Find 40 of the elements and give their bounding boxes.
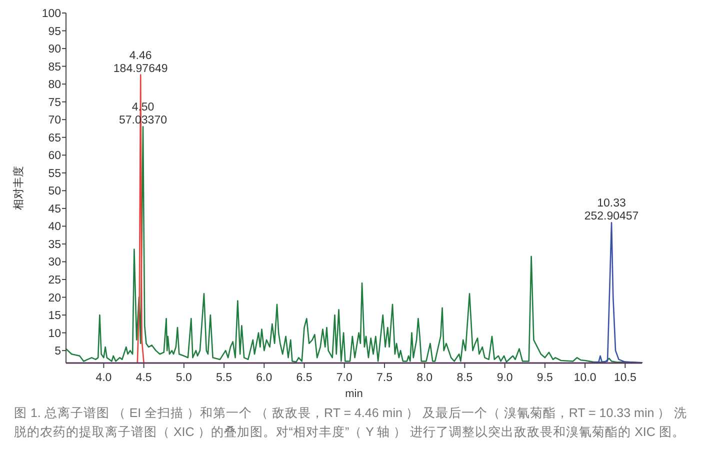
x-tick-label: 8.5: [456, 372, 473, 384]
y-tick-label: 90: [48, 44, 61, 56]
y-tick-label: 5: [54, 346, 61, 358]
y-tick-label: 75: [48, 96, 61, 109]
annotation: 4.46 184.97649: [113, 50, 168, 75]
x-tick-label: 6.5: [296, 372, 312, 384]
x-tick-label: 9.5: [536, 372, 553, 384]
x-tick-label: 5.0: [176, 372, 192, 384]
x-tick-label: 8.0: [416, 372, 433, 384]
x-tick-label: 10.0: [574, 372, 596, 384]
y-tick-label: 20: [48, 292, 61, 304]
y-tick-label: 50: [48, 186, 61, 198]
y-tick-label: 45: [48, 203, 61, 216]
y-tick-label: 15: [48, 310, 61, 322]
y-tick-label: 70: [48, 114, 61, 127]
x-tick-label: 4.5: [136, 372, 152, 384]
y-axis-title: 相对丰度: [12, 166, 25, 210]
x-axis-title: min: [345, 388, 363, 400]
x-tick-label: 10.5: [614, 372, 636, 384]
y-tick-label: 95: [48, 26, 61, 38]
x-tick-label: 5.5: [216, 372, 232, 384]
y-tick-label: 35: [48, 238, 61, 251]
y-tick-label: 100: [42, 8, 61, 20]
y-tick-label: 40: [48, 221, 61, 234]
y-tick-label: 85: [48, 61, 61, 74]
caption: 图 1. 总离子谱图 （ EI 全扫描 ）和第一个 （ 敌敌畏，RT = 4.46 min ） 及最后一个（ 溴氰菊酯，RT = 10.33 min ） 洗脱的农药的提取离子谱图（ XIC ）的叠加图。对“相对丰度”（ Y 轴 ） 进行了调整以突出敌敌畏和溴氰菊酯的 XIC 图。: [14, 405, 688, 441]
y-tick-label: 60: [48, 150, 61, 162]
x-tick-label: 9.0: [496, 372, 513, 384]
y-tick-label: 55: [48, 168, 61, 180]
x-tick-label: 4.0: [96, 372, 112, 384]
y-tick-label: 65: [48, 132, 61, 144]
y-tick-label: 80: [48, 79, 61, 92]
x-tick-label: 6.0: [256, 372, 272, 384]
annotation: 10.33 252.90457: [584, 198, 639, 223]
y-tick-label: 10: [48, 328, 61, 340]
y-tick-label: 25: [48, 274, 61, 286]
x-tick-label: 7.5: [376, 372, 392, 384]
y-tick-label: 30: [48, 256, 61, 269]
x-tick-label: 7.0: [336, 372, 352, 384]
line-series: [592, 222, 643, 364]
